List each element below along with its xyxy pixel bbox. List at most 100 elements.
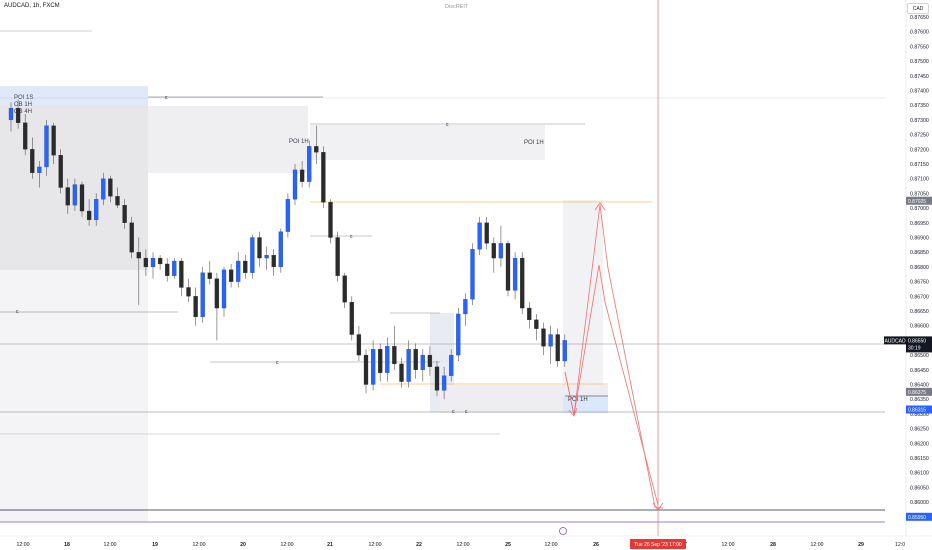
candle [23,114,28,156]
price-tick-label: 0.86900 [910,236,929,242]
price-tick-label: 0.87550 [910,44,929,50]
zone-label: POI 1H [524,140,544,146]
candle [342,272,347,309]
zone-label: POI 1H [568,397,588,403]
price-tag-text: 0.85950 [908,515,926,521]
candle-body [143,257,149,268]
price-tick-label: 0.87150 [910,162,929,168]
candle [44,119,49,176]
price-tick-label: 0.86400 [910,383,929,389]
crosshair-time-text: Tue 26 Sep '23 17:00 [634,542,682,548]
candle [51,122,56,164]
candle [115,187,120,209]
price-tag-text: 0.87025 [908,199,926,205]
lines-layer: c c c c c c c [0,0,885,536]
symbol-tag-bg [884,336,906,345]
time-tick-label: 18 [64,542,70,548]
price-tick-label: 0.87200 [910,147,929,153]
candle [321,146,326,209]
candle [378,343,383,382]
candle [498,225,504,267]
candle [512,252,518,300]
projection-arrow-down [652,502,664,511]
candle-body [193,296,198,318]
candle [250,234,255,279]
price-tag: 0.86315 [906,405,932,414]
candle-body [321,152,326,203]
candle-body [356,334,362,356]
candle [271,249,276,276]
candle [449,349,454,382]
candle-body [392,346,397,365]
candle [179,258,184,297]
candle [58,149,63,194]
candle [427,346,433,376]
time-tick-label: 12:0 [895,542,905,548]
candle-body [129,222,134,253]
symbol-title[interactable]: AUDCAD, 1h, FXCM [4,3,60,9]
candle-body [555,334,560,362]
price-tick-label: 0.87250 [910,133,929,139]
price-tick-label: 0.86500 [910,353,929,359]
candle-body [30,149,35,173]
candle [257,231,262,267]
candle [420,349,425,382]
candles-layer [8,99,567,400]
candle-body [456,313,461,356]
price-tick-label: 0.86700 [910,294,929,300]
price-tick-label: 0.86100 [910,471,929,477]
candle [441,366,447,400]
candle-body [236,260,241,282]
candle [562,334,567,367]
poi-1s-zone [0,86,148,108]
candle [491,237,496,273]
level-annotation: c [16,309,19,315]
candle-body [108,178,113,197]
price-tick-label: 0.86950 [910,221,929,227]
candle-body [498,243,504,259]
candle-body [221,269,227,309]
currency-selector[interactable]: CAD [907,3,929,14]
candle-body [505,243,511,291]
price-tag-text: 0.86315 [908,407,926,413]
candle [385,337,390,382]
time-tick-label: 20 [240,542,246,548]
price-tag-bg [906,512,932,521]
candle [129,216,134,259]
candle [30,137,35,179]
candle-body [441,375,447,391]
candle [413,343,418,379]
candle [541,322,546,356]
candle [172,258,177,279]
crosshair-time-bg [630,539,686,549]
candle [534,313,539,341]
price-tick-label: 0.86850 [910,250,929,256]
candle-body [534,319,539,329]
price-tick-label: 0.87650 [910,15,929,21]
candle-body [520,257,525,309]
time-tick-label: 29 [858,542,864,548]
level-annotation: c [350,234,353,240]
candle [370,340,376,391]
zone-label: OB 1H [14,102,32,108]
candle-body [307,146,312,182]
time-axis: 12:00 18 12:00 19 12:00 20 12:00 21 12:00 22 12:00… [0,527,932,549]
candle-body [548,334,553,347]
candle-body [79,184,85,212]
time-tick-label: 28 [770,542,776,548]
time-tick-label: 12:00 [281,542,294,548]
projection-layer [564,202,664,511]
candle-body [136,252,141,259]
candle-body [314,146,319,153]
candle [150,252,156,279]
price-tag-bg [906,387,932,396]
candle-body [165,263,170,276]
candle-body [413,349,418,370]
candle-body [51,125,56,156]
candle-body [470,249,475,300]
candle-body [150,257,156,268]
candle-body [491,243,496,259]
